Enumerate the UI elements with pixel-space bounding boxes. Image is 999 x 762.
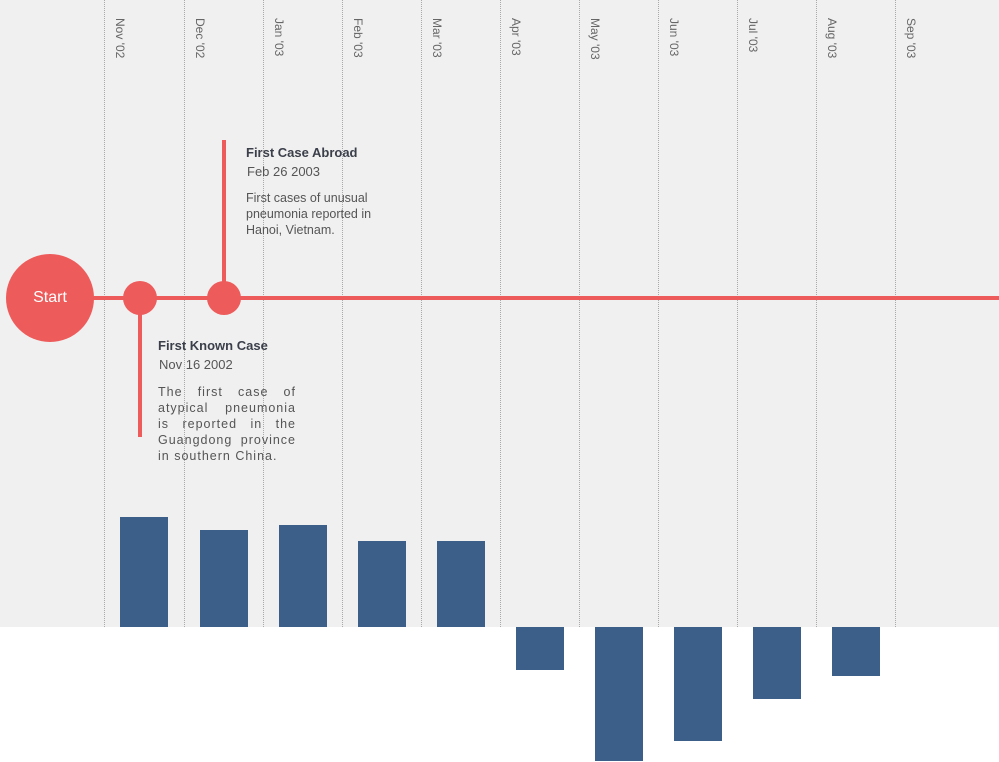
event-title: First Case Abroad	[246, 145, 358, 160]
event-stem	[222, 140, 226, 298]
bar	[595, 627, 643, 761]
bar	[120, 517, 168, 627]
gridline	[184, 0, 185, 627]
gridline	[500, 0, 501, 627]
month-label: Jul '03	[746, 18, 760, 53]
month-label: Jan '03	[272, 18, 286, 57]
event-description: The first case of atypical pneumonia is …	[158, 385, 296, 463]
month-label: Sep '03	[904, 18, 918, 59]
event-marker-first-case-abroad[interactable]	[207, 281, 241, 315]
bar	[279, 525, 327, 627]
timeline-axis	[50, 296, 999, 300]
bar	[200, 530, 248, 627]
bar	[437, 541, 485, 627]
gridline	[579, 0, 580, 627]
month-label: Feb '03	[351, 18, 365, 58]
event-date: Nov 16 2002	[159, 357, 233, 372]
bar	[832, 627, 880, 676]
gridline	[816, 0, 817, 627]
bar	[753, 627, 801, 699]
gridline	[895, 0, 896, 627]
gridline	[342, 0, 343, 627]
start-button[interactable]: Start	[6, 254, 94, 342]
month-label: May '03	[588, 18, 602, 60]
gridline	[263, 0, 264, 627]
event-date: Feb 26 2003	[247, 164, 321, 179]
gridline	[104, 0, 105, 627]
event-title: First Known Case	[158, 338, 268, 353]
gridline	[737, 0, 738, 627]
bar	[674, 627, 722, 741]
month-label: Mar '03	[430, 18, 444, 58]
month-label: Nov '02	[113, 18, 127, 59]
bar	[516, 627, 564, 670]
event-description: First cases of unusual pneumonia reporte…	[246, 191, 372, 237]
bar	[358, 541, 406, 627]
month-label: Jun '03	[667, 18, 681, 57]
month-label: Apr '03	[509, 18, 523, 56]
gridline	[421, 0, 422, 627]
gridline	[658, 0, 659, 627]
month-label: Aug '03	[825, 18, 839, 59]
event-stem	[138, 298, 142, 437]
event-marker-first-known-case[interactable]	[123, 281, 157, 315]
month-label: Dec '02	[193, 18, 207, 59]
